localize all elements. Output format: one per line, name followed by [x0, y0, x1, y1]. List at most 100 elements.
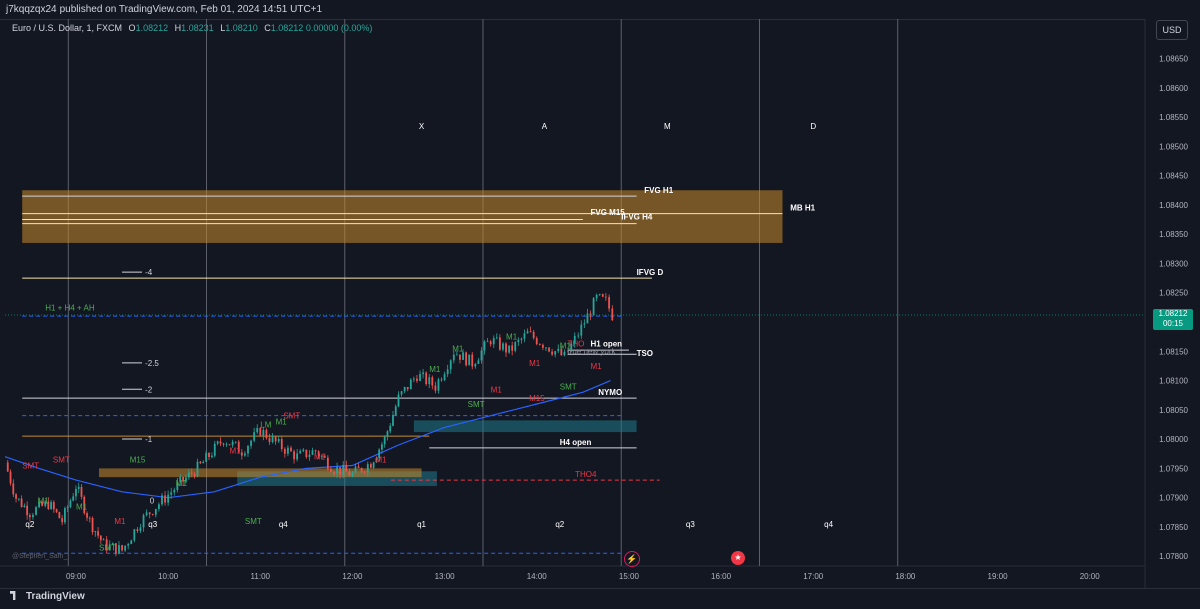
candle-body [566, 351, 569, 353]
chart-annotation: THO [567, 340, 584, 349]
chart-annotation: H1 + H4 + AH [45, 303, 95, 312]
footer-bar [0, 588, 1200, 609]
candle-body [354, 466, 357, 473]
candle-body [517, 339, 520, 343]
candle-body [213, 443, 216, 456]
candle-body [317, 451, 320, 457]
candle-body [164, 495, 166, 503]
candle-body [121, 545, 123, 551]
candle-body [208, 452, 210, 458]
session-label: q1 [417, 520, 426, 529]
chart-annotation: -4 [145, 268, 153, 277]
candle-body [26, 505, 29, 516]
candle-body [330, 468, 332, 472]
candle-body [480, 350, 483, 361]
session-label: q2 [555, 520, 564, 529]
time-tick-label: 17:00 [803, 572, 824, 581]
candle-body [360, 467, 363, 472]
candle-body [154, 508, 157, 515]
candle-body [381, 444, 383, 450]
publisher-name[interactable]: j7kqqzqx24 [6, 4, 57, 15]
candle-body [471, 354, 474, 367]
price-tick-label: 1.08500 [1159, 142, 1188, 151]
time-tick-label: 13:00 [435, 572, 456, 581]
chart-annotation: LM [260, 420, 271, 429]
chart-annotation: M1 [375, 456, 387, 465]
candle-body [492, 338, 495, 345]
candle-body [256, 427, 259, 433]
candle-body [136, 529, 139, 531]
chart-annotation: MB H1 [790, 204, 815, 213]
candle-body [514, 342, 517, 351]
candle-body [573, 335, 576, 344]
lightning-icon[interactable]: ⚡ [624, 551, 640, 567]
candle-body [459, 354, 461, 360]
chart-annotation: true new york [567, 347, 616, 356]
price-tick-label: 1.08000 [1159, 435, 1188, 444]
candle-body [339, 467, 342, 475]
candle-body [44, 501, 47, 506]
candle-body [342, 464, 345, 475]
session-label: q4 [279, 520, 288, 529]
candle-body [111, 543, 114, 545]
candle-body [443, 374, 446, 380]
candle-body [409, 379, 412, 390]
candle-body [262, 429, 265, 436]
candle-body [320, 455, 323, 457]
low-value: 1.08210 [225, 23, 258, 33]
candle-body [222, 443, 225, 445]
price-tick-label: 1.08600 [1159, 84, 1188, 93]
chart-annotation: M1 [491, 385, 503, 394]
currency-button[interactable]: USD [1156, 20, 1188, 40]
chart-annotation: NYMO [598, 388, 622, 397]
candle-body [105, 539, 108, 550]
candle-body [311, 450, 314, 455]
chart-annotation: SMT [53, 456, 70, 465]
candle-body [28, 515, 31, 518]
candle-body [422, 372, 424, 375]
candle-body [179, 477, 182, 483]
candle-body [560, 348, 563, 356]
candle-body [446, 369, 449, 375]
candle-body [161, 495, 163, 505]
symbol-title[interactable]: Euro / U.S. Dollar, 1, FXCM [12, 23, 123, 33]
session-label: M [664, 122, 671, 131]
chart-annotation: 0 [150, 497, 155, 506]
candle-body [611, 308, 614, 321]
chart-annotation: SMT [560, 382, 577, 391]
chart-annotation: M1 [560, 341, 572, 350]
chart-annotation: M1 [176, 479, 188, 488]
candle-body [586, 313, 589, 324]
chart-annotation: M1 [529, 359, 541, 368]
candle-body [118, 545, 120, 554]
candle-body [505, 343, 507, 353]
chart-annotation: SMT [99, 543, 116, 552]
candle-body [375, 458, 378, 463]
chart-annotation: SMT [468, 400, 485, 409]
us-flag-icon[interactable]: ★ [731, 551, 745, 565]
price-tick-label: 1.08050 [1159, 406, 1188, 415]
tradingview-logo[interactable]: TradingView [10, 591, 85, 602]
session-label: X [419, 122, 425, 131]
candle-body [69, 500, 72, 508]
candle-body [529, 331, 532, 333]
candle-body [185, 477, 187, 482]
time-tick-label: 20:00 [1080, 572, 1101, 581]
chart-annotation: FVG M15 [591, 208, 626, 217]
candle-body [378, 449, 381, 459]
candle-body [133, 529, 136, 541]
candle-body [598, 294, 601, 295]
candle-body [392, 415, 394, 426]
candle-body [75, 488, 77, 497]
time-tick-label: 11:00 [251, 572, 271, 581]
candle-body [449, 360, 452, 370]
candle-body [372, 462, 375, 468]
price-tick-label: 1.08250 [1159, 289, 1188, 298]
chart-annotation: IFVG D [637, 268, 664, 277]
candle-body [151, 514, 154, 515]
candle-body [570, 343, 573, 352]
candle-body [277, 439, 280, 442]
candle-body [50, 502, 52, 509]
candle-body [474, 363, 477, 367]
